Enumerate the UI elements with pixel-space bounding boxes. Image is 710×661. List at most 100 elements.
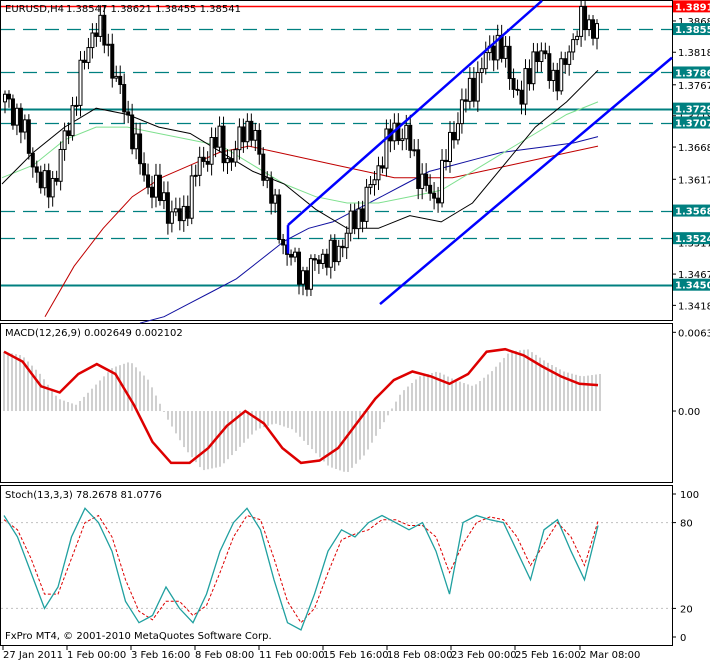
candle-body — [316, 259, 321, 265]
candle-body — [293, 251, 298, 258]
candle-body — [181, 205, 186, 222]
candle-body — [340, 245, 345, 249]
price-tag-box — [673, 232, 710, 245]
price-tick-label: 1.34675 — [678, 270, 710, 281]
channel-lower-line — [379, 56, 673, 306]
stoch-main-line — [3, 507, 599, 631]
macd-layer — [3, 347, 601, 472]
candle-body — [348, 210, 353, 234]
candle-body — [42, 170, 47, 189]
price-tag-label: 1.37293 — [675, 105, 710, 116]
macd-title: MACD(12,26,9) 0.002649 0.002102 — [5, 328, 183, 339]
candle-body — [567, 51, 572, 65]
candle-body — [130, 114, 135, 150]
candle-body — [591, 19, 596, 39]
candle-body — [444, 159, 449, 163]
candle-body — [451, 131, 456, 141]
candle-body — [491, 45, 496, 61]
candle-body — [126, 111, 131, 116]
stoch-signal-line — [3, 514, 599, 624]
candle-body — [237, 126, 242, 151]
candle-body — [380, 165, 385, 169]
ma-green-line — [1, 101, 599, 204]
time-tick-label: 15 Feb 16:00 — [323, 650, 389, 661]
candle-body — [22, 119, 27, 133]
candle-body — [225, 158, 230, 164]
candle-body — [14, 107, 19, 126]
candle-body — [595, 23, 599, 39]
candle-body — [62, 130, 67, 150]
candle-body — [241, 126, 246, 143]
stoch-tick-label: 100 — [680, 490, 699, 501]
candle-body — [269, 177, 274, 204]
candle-body — [58, 148, 63, 182]
candle-body — [249, 120, 254, 141]
candle-body — [38, 171, 43, 189]
price-tick-label: 1.36685 — [678, 143, 710, 154]
time-tick-label: 2 Mar 08:00 — [580, 650, 640, 661]
candle-body — [146, 174, 151, 188]
candle-body — [575, 35, 580, 41]
candle-body — [479, 68, 484, 74]
ohlc-label: 1.38547 1.38621 1.38455 1.38541 — [66, 4, 241, 15]
time-tick-label: 11 Feb 00:00 — [259, 650, 325, 661]
candle-body — [261, 153, 266, 181]
candle-body — [376, 165, 381, 181]
candle-body — [142, 163, 147, 176]
time-tick-label: 23 Feb 00:00 — [451, 650, 517, 661]
candle-body — [3, 93, 7, 103]
candle-body — [440, 159, 445, 204]
candle-body — [531, 51, 536, 85]
candle-body — [169, 211, 174, 224]
candle-body — [527, 68, 532, 85]
candle-body — [511, 78, 516, 90]
candle-body — [134, 133, 139, 150]
candle-body — [344, 232, 349, 249]
macd-tick-label: 0.00 — [678, 407, 700, 418]
candle-body — [138, 133, 143, 165]
candle-body — [201, 156, 206, 162]
candle-body — [396, 122, 401, 142]
candle-body — [312, 258, 317, 261]
price-tick-label: 1.36175 — [678, 175, 710, 186]
candle-body — [114, 75, 119, 79]
candle-body — [185, 205, 190, 219]
candle-body — [459, 99, 464, 125]
candle-body — [245, 120, 250, 143]
candle-body — [420, 173, 425, 189]
stoch-tick-label: 80 — [680, 519, 693, 530]
price-tag-label: 1.34507 — [675, 281, 710, 292]
candle-body — [281, 238, 286, 246]
price-tick-label: 1.38185 — [678, 48, 710, 59]
candle-body — [102, 14, 107, 46]
candle-body — [177, 208, 182, 222]
candle-body — [277, 194, 282, 240]
candle-body — [110, 43, 115, 79]
candle-body — [34, 166, 39, 173]
stoch-layer — [1, 507, 672, 631]
stoch-pane — [0, 485, 673, 646]
symbol-label: EURUSD,H4 — [5, 4, 64, 15]
price-tag-label: 1.38552 — [675, 25, 710, 36]
candle-body — [273, 194, 278, 204]
price-tag-label: 1.37865 — [675, 68, 710, 79]
candle-body — [547, 53, 552, 82]
candle-body — [324, 253, 329, 268]
time-tick-label: 8 Feb 08:00 — [195, 650, 254, 661]
candle-body — [400, 138, 405, 142]
stoch-tick-label: 0 — [680, 633, 686, 644]
candle-body — [94, 32, 99, 37]
candle-body — [555, 69, 560, 92]
candle-body — [161, 192, 166, 202]
candle-body — [432, 192, 437, 199]
candle-body — [352, 210, 357, 230]
candle-body — [583, 5, 588, 31]
candle-body — [197, 156, 202, 176]
candle-body — [6, 93, 11, 100]
candle-body — [74, 104, 79, 107]
candle-body — [336, 245, 341, 263]
candle-body — [507, 45, 512, 80]
candle-body — [153, 174, 158, 198]
